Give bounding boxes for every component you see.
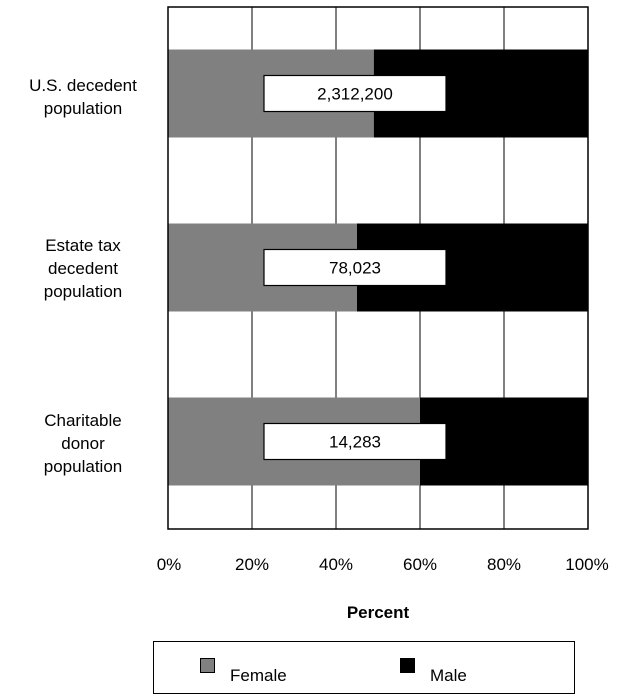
total-label-box xyxy=(263,74,447,113)
x-tick-label: 20% xyxy=(234,555,270,574)
total-label: 14,283 xyxy=(329,433,381,452)
x-tick-label: 0% xyxy=(156,555,182,574)
x-tick-label: 100% xyxy=(565,555,609,574)
x-axis-title: Percent xyxy=(346,603,410,622)
category-label-line: Charitable xyxy=(44,411,122,430)
legend-label-female: Female xyxy=(230,666,287,685)
legend: Female Male xyxy=(153,641,575,694)
total-label: 2,312,200 xyxy=(317,85,393,104)
category-label-us-decedent: U.S. decedent population xyxy=(3,74,163,120)
plot-border xyxy=(167,6,589,530)
category-label-line: U.S. decedent xyxy=(29,76,137,95)
total-label: 78,023 xyxy=(329,259,381,278)
bar-male-2 xyxy=(420,397,588,486)
category-label-line: population xyxy=(43,99,123,118)
category-label-line: decedent xyxy=(48,259,118,278)
total-label-box xyxy=(263,422,447,461)
legend-label-male: Male xyxy=(430,666,467,685)
category-label-line: Estate tax xyxy=(45,236,121,255)
x-tick-label: 40% xyxy=(318,555,354,574)
category-label-line: donor xyxy=(61,434,105,453)
category-label-estate-tax: Estate tax decedent population xyxy=(3,234,163,303)
x-tick-label: 80% xyxy=(486,555,522,574)
category-label-line: population xyxy=(43,282,123,301)
total-label-box xyxy=(263,248,447,287)
legend-swatch-female xyxy=(200,658,215,673)
category-label-line: population xyxy=(43,457,123,476)
legend-swatch-male xyxy=(400,658,415,673)
x-tick-label: 60% xyxy=(402,555,438,574)
category-label-charitable-donor: Charitable donor population xyxy=(3,409,163,478)
